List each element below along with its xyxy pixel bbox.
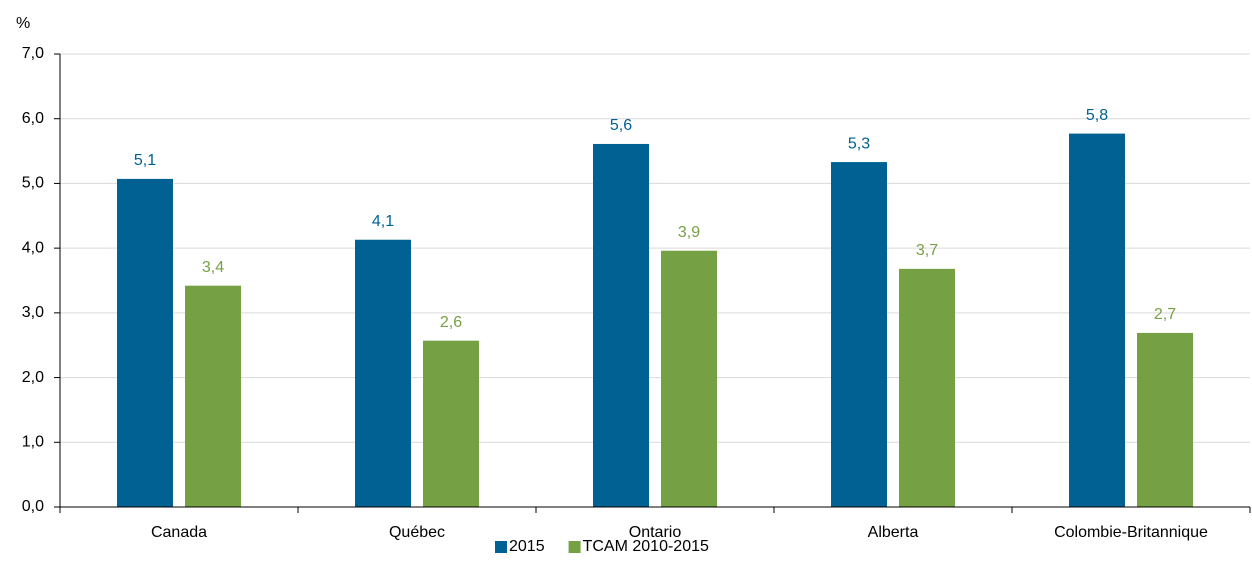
value-label: 5,1	[134, 152, 156, 169]
y-tick-label: 2,0	[22, 369, 44, 386]
y-tick-label: 4,0	[22, 239, 44, 256]
y-axis-label: %	[16, 15, 30, 32]
legend-swatch	[495, 541, 507, 553]
x-tick-label: Ontario	[629, 524, 682, 541]
bar	[1069, 133, 1125, 507]
value-label: 4,1	[372, 213, 394, 230]
value-label: 3,4	[202, 259, 224, 276]
legend-swatch	[568, 541, 581, 553]
bar	[117, 178, 173, 508]
bar	[661, 250, 717, 507]
value-label: 5,6	[610, 117, 632, 134]
legend-label: TCAM 2010-2015	[583, 538, 709, 555]
bar	[185, 285, 241, 507]
y-tick-label: 1,0	[22, 434, 44, 451]
x-tick-label: Colombie-Britannique	[1054, 524, 1208, 541]
value-label: 2,6	[440, 314, 462, 331]
y-tick-label: 7,0	[22, 45, 44, 62]
bar	[899, 268, 955, 507]
bar	[1137, 332, 1193, 507]
value-label: 5,8	[1086, 107, 1108, 124]
value-label: 3,9	[678, 224, 700, 241]
legend-label: 2015	[509, 538, 545, 555]
x-tick-label: Québec	[389, 524, 445, 541]
bar	[831, 162, 887, 507]
bar	[593, 143, 649, 507]
y-tick-label: 6,0	[22, 110, 44, 127]
value-label: 2,7	[1154, 306, 1176, 323]
y-tick-label: 3,0	[22, 304, 44, 321]
bar	[423, 340, 479, 507]
y-tick-label: 5,0	[22, 175, 44, 192]
value-label: 3,7	[916, 242, 938, 259]
x-tick-label: Canada	[151, 524, 207, 541]
y-tick-label: 0,0	[22, 498, 44, 515]
x-tick-label: Alberta	[868, 524, 919, 541]
value-label: 5,3	[848, 135, 870, 152]
bar	[355, 239, 411, 508]
